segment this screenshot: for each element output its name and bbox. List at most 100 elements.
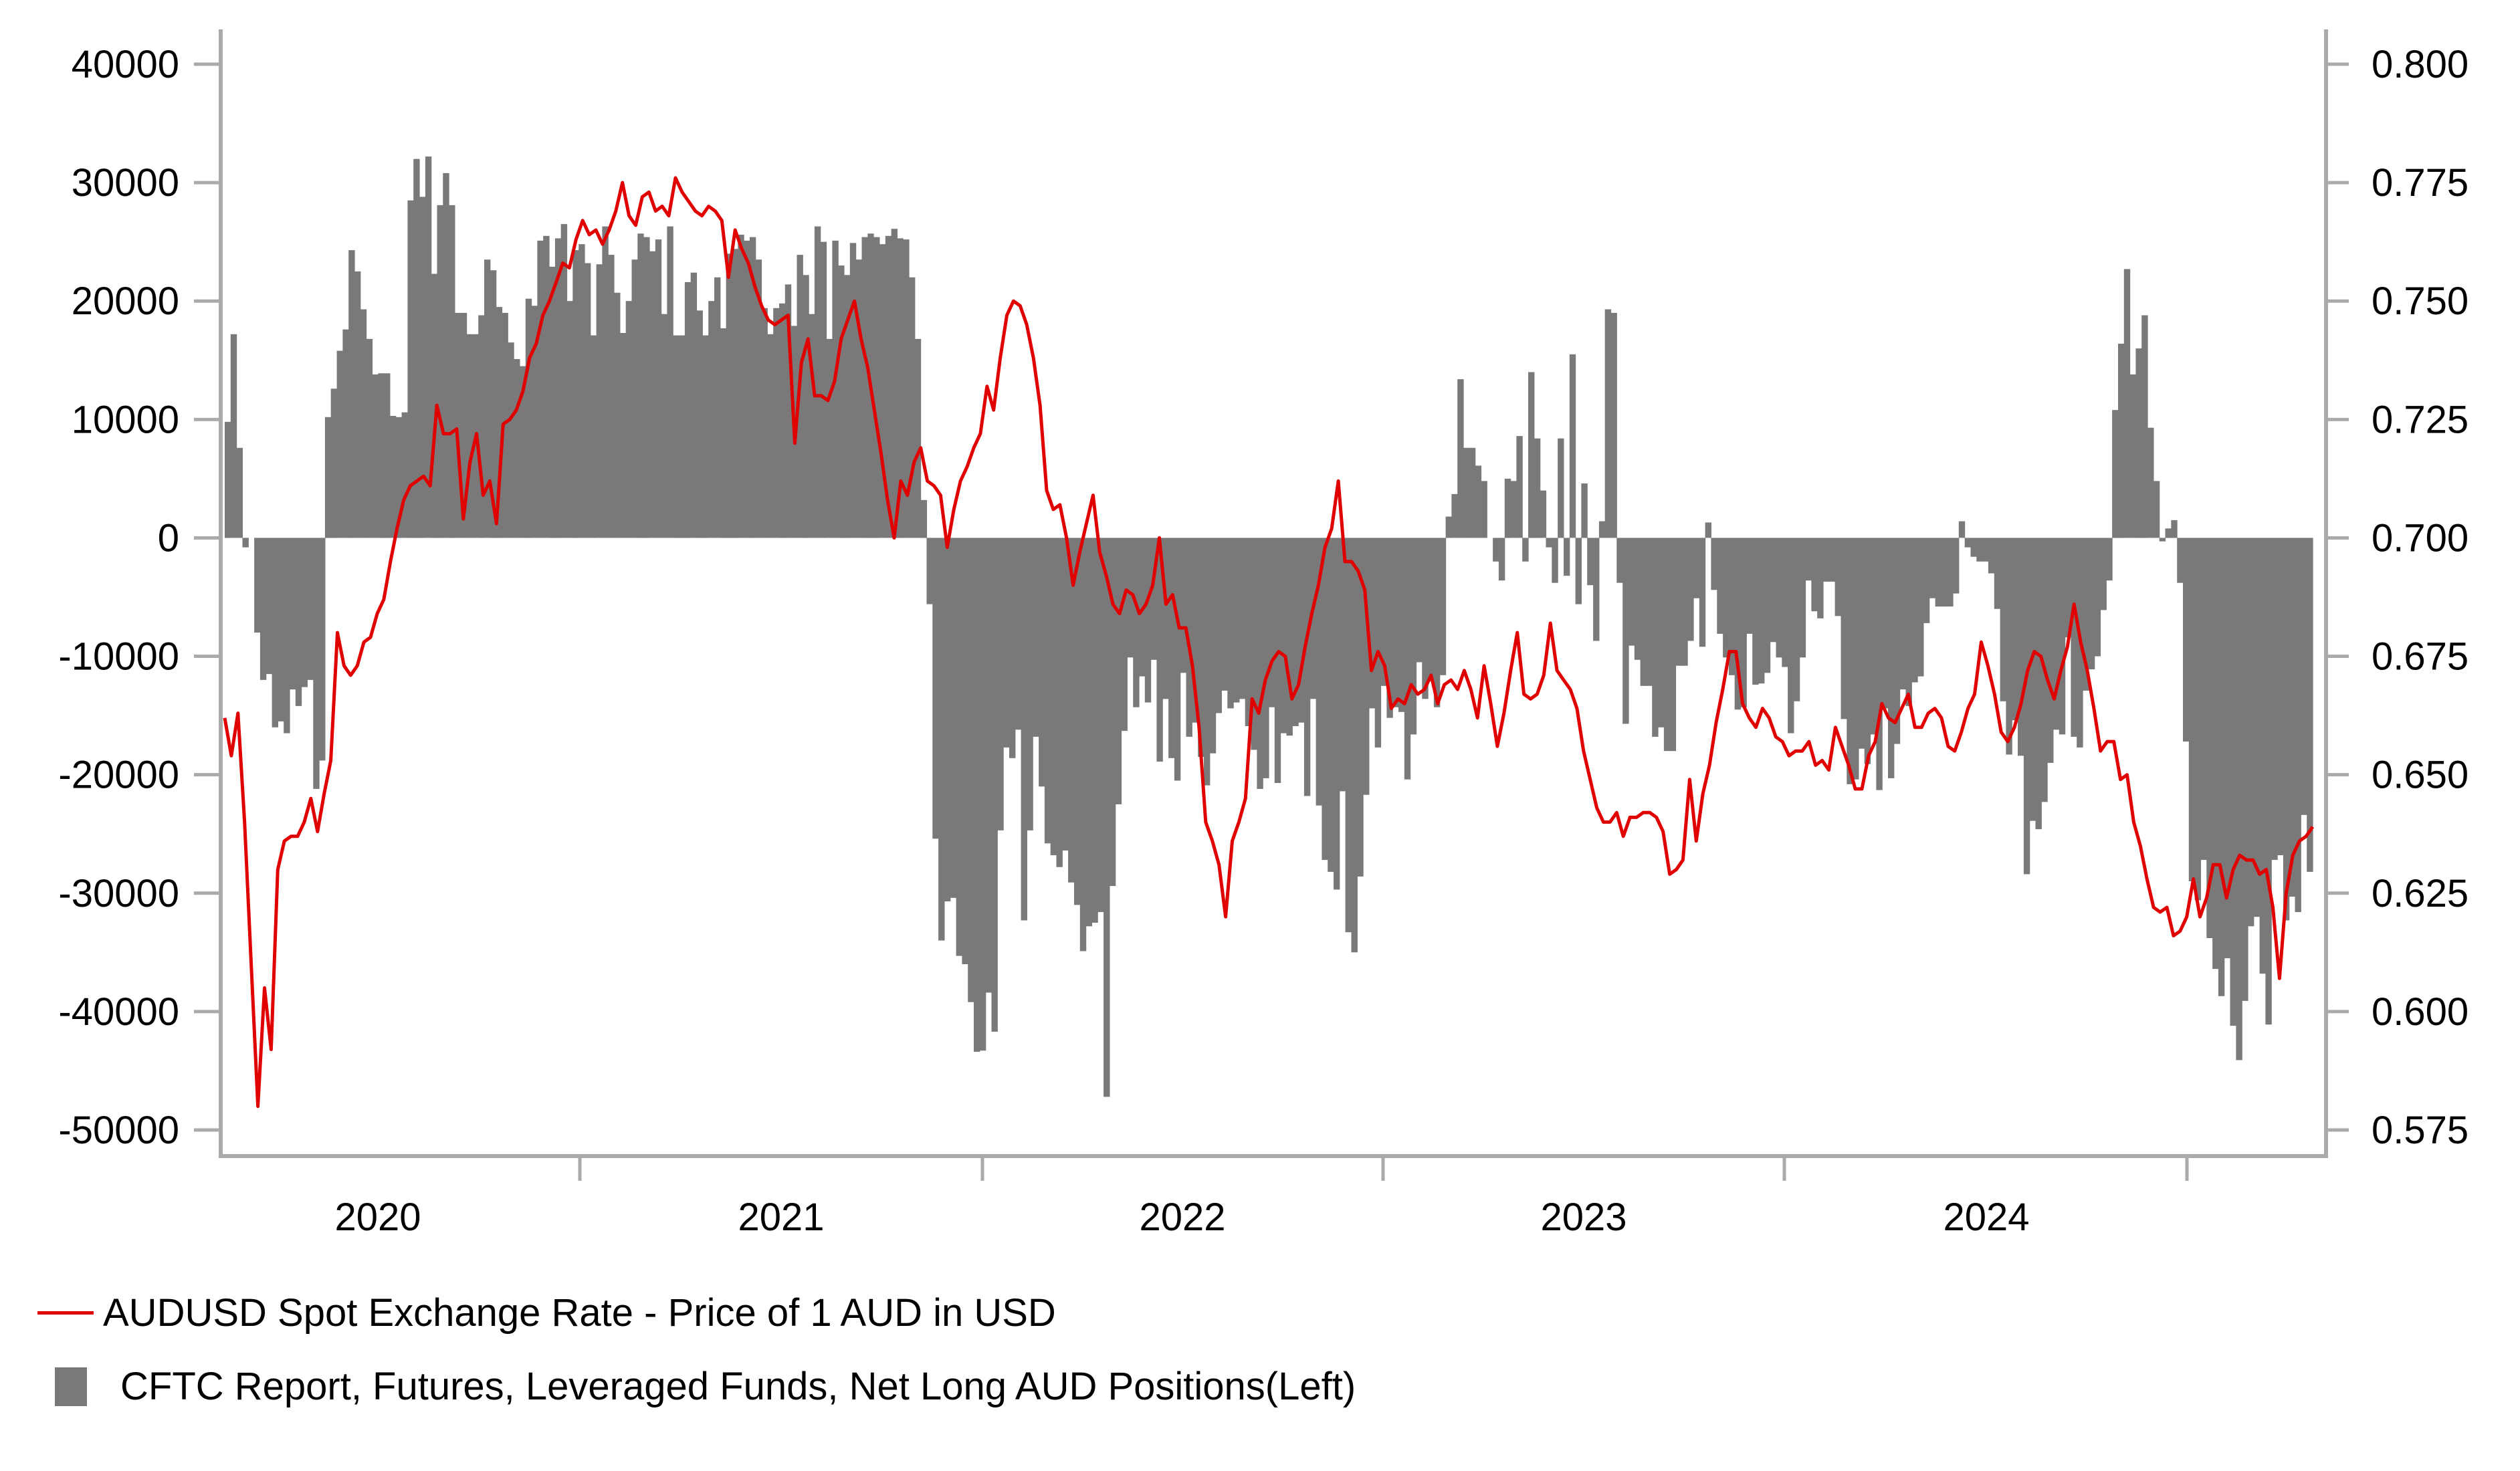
- bar: [266, 538, 273, 675]
- right-tick-label: 0.675: [2372, 635, 2469, 679]
- bar: [1180, 538, 1187, 673]
- bar: [1510, 481, 1517, 538]
- bar: [1581, 483, 1588, 538]
- bar: [478, 315, 485, 538]
- bar: [1788, 538, 1794, 733]
- legend-bar-swatch: [55, 1367, 87, 1406]
- bar: [1634, 538, 1641, 660]
- bar: [1056, 538, 1063, 867]
- bar: [502, 312, 508, 538]
- bar: [301, 538, 308, 687]
- bar: [1257, 538, 1263, 789]
- bar: [1540, 490, 1547, 538]
- audusd-line: [223, 176, 2315, 1109]
- bar: [514, 359, 520, 538]
- bar: [543, 235, 550, 538]
- bar: [855, 259, 863, 538]
- bar: [284, 538, 290, 733]
- bar: [803, 275, 809, 538]
- bar: [2112, 410, 2119, 538]
- bar: [932, 538, 939, 839]
- bar: [348, 250, 355, 538]
- right-tick-label: 0.600: [2372, 990, 2469, 1034]
- bar: [2129, 374, 2136, 538]
- bar: [295, 538, 302, 706]
- bar: [1027, 538, 1033, 830]
- bar: [879, 244, 886, 538]
- bar: [1528, 372, 1535, 538]
- bar: [962, 538, 968, 964]
- bar: [761, 308, 768, 538]
- bar: [773, 308, 780, 538]
- bar: [2023, 538, 2030, 875]
- bar: [784, 284, 792, 538]
- bar: [1050, 538, 1057, 856]
- right-tick-label: 0.650: [2372, 754, 2469, 797]
- bar: [2183, 538, 2190, 742]
- bar: [732, 249, 738, 538]
- bar: [2059, 538, 2066, 735]
- bar: [1593, 538, 1600, 641]
- bar: [614, 292, 621, 538]
- bar: [1074, 538, 1081, 905]
- bar: [1322, 538, 1328, 861]
- bar: [938, 538, 945, 941]
- bar: [625, 301, 633, 538]
- bar: [809, 314, 815, 538]
- bar: [1469, 447, 1476, 538]
- left-tick-label: -50000: [58, 1109, 179, 1152]
- bar: [1374, 538, 1382, 748]
- bar: [1227, 538, 1234, 709]
- bar: [1917, 538, 1924, 677]
- bar: [968, 538, 974, 1002]
- bar: [991, 538, 998, 1032]
- bar: [2194, 538, 2201, 901]
- bar: [566, 301, 573, 538]
- bar: [2259, 538, 2266, 974]
- bar: [738, 235, 744, 538]
- right-tick-label: 0.775: [2372, 161, 2469, 205]
- bar: [366, 338, 373, 538]
- bar: [389, 416, 397, 538]
- bar: [1663, 538, 1671, 752]
- bar: [903, 239, 910, 538]
- bar: [679, 335, 686, 538]
- bar: [225, 421, 231, 538]
- bar: [1021, 538, 1027, 921]
- bar: [1334, 538, 1340, 890]
- right-tick-label: 0.725: [2372, 398, 2469, 441]
- x-tick-label: 2021: [738, 1196, 824, 1239]
- bar: [1841, 538, 1847, 719]
- bar: [1622, 538, 1629, 724]
- bar: [826, 338, 833, 538]
- bar: [259, 538, 267, 680]
- bar: [1457, 379, 1464, 538]
- bar: [1988, 538, 1995, 574]
- right-tick-label: 0.625: [2372, 872, 2469, 915]
- bar: [1245, 538, 1252, 726]
- bar: [1209, 538, 1217, 754]
- bar: [520, 366, 526, 538]
- bar: [2018, 538, 2024, 756]
- bar: [1428, 538, 1435, 681]
- bar: [1192, 538, 1198, 723]
- bar: [720, 328, 727, 538]
- bar: [1445, 516, 1452, 538]
- bar: [1964, 538, 1972, 548]
- legend-item-line: AUDUSD Spot Exchange Rate - Price of 1 A…: [37, 1290, 1056, 1335]
- bar: [1823, 538, 1830, 582]
- right-tick-label: 0.700: [2372, 516, 2469, 560]
- x-tick-label: 2023: [1540, 1196, 1626, 1239]
- bar: [490, 270, 497, 538]
- bar: [749, 237, 756, 538]
- bar: [2277, 538, 2284, 856]
- bar: [1404, 538, 1411, 780]
- bar: [1269, 538, 1275, 707]
- bar: [755, 259, 762, 538]
- left-tick-label: -20000: [58, 754, 179, 797]
- bar: [1575, 538, 1582, 604]
- bar: [1368, 538, 1376, 709]
- bar: [631, 259, 638, 538]
- bar: [897, 238, 904, 538]
